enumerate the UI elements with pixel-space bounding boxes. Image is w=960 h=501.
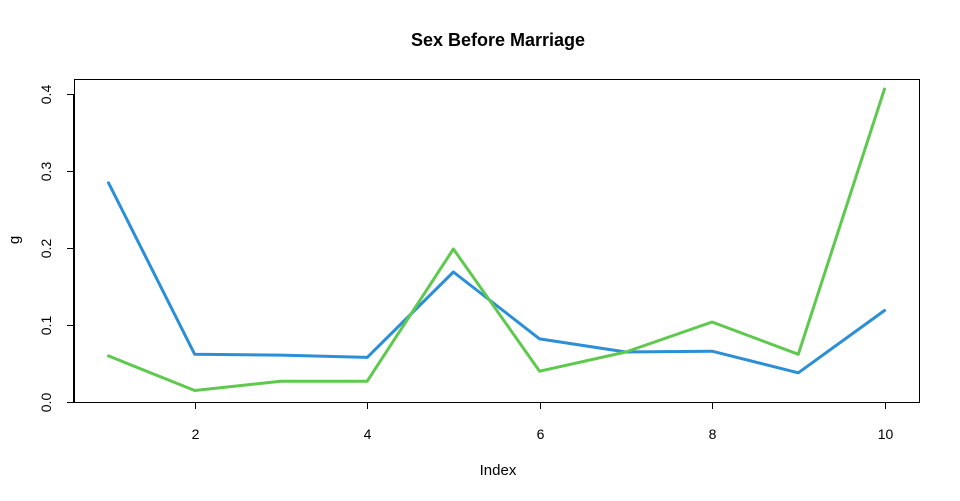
x-tick-label: 6 xyxy=(537,426,545,442)
y-axis: 0.0 0.1 0.2 0.3 0.4 xyxy=(38,85,74,413)
y-tick-label: 0.2 xyxy=(38,239,54,259)
series-group xyxy=(107,87,886,392)
y-tick-label: 0.0 xyxy=(38,393,54,413)
x-tick-label: 4 xyxy=(364,426,372,442)
y-tick-label: 0.1 xyxy=(38,316,54,336)
chart-title: Sex Before Marriage xyxy=(411,30,585,50)
series-line-1 xyxy=(107,181,886,375)
x-axis: 2 4 6 8 10 xyxy=(192,402,894,442)
x-tick-label: 8 xyxy=(709,426,717,442)
series-line-2 xyxy=(107,87,886,392)
y-tick-label: 0.4 xyxy=(38,85,54,105)
x-tick-label: 10 xyxy=(878,426,894,442)
x-axis-label: Index xyxy=(480,462,517,479)
x-tick-label: 2 xyxy=(192,426,200,442)
y-tick-label: 0.3 xyxy=(38,162,54,182)
y-axis-label: g xyxy=(6,236,23,244)
